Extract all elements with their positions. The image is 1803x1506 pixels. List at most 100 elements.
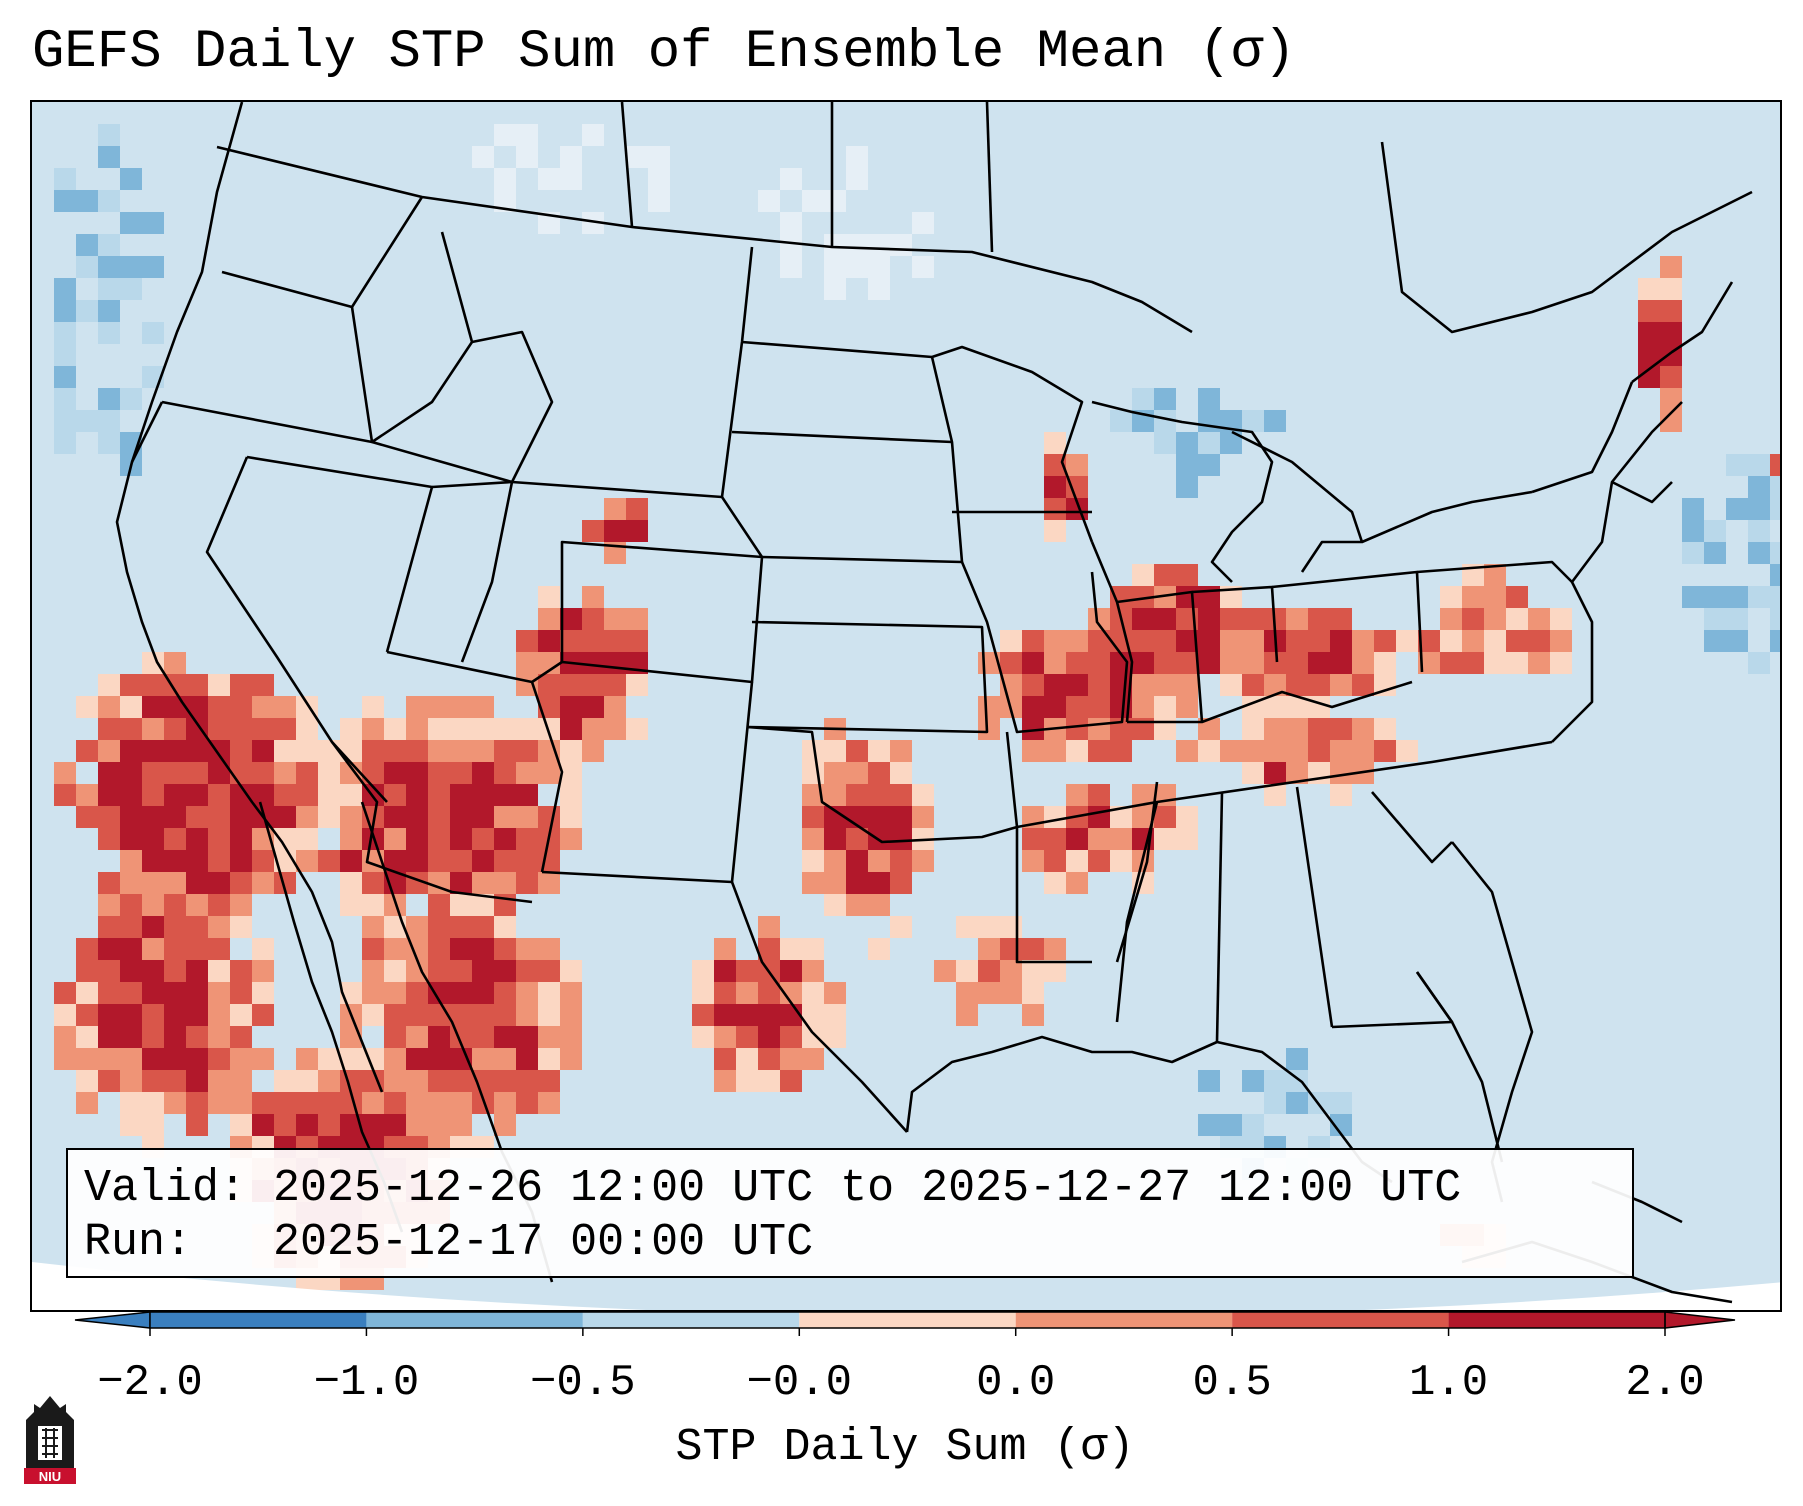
stp-cell — [1682, 586, 1704, 608]
stp-cell — [758, 916, 780, 938]
stp-cell — [230, 916, 252, 938]
stp-cell — [846, 784, 868, 806]
stp-cell — [780, 212, 802, 234]
stp-cell — [1154, 674, 1176, 696]
stp-cell — [450, 784, 472, 806]
stp-cell — [98, 784, 120, 806]
stp-cell — [450, 938, 472, 960]
stp-cell — [76, 1048, 98, 1070]
stp-cell — [978, 916, 1000, 938]
stp-cell — [384, 718, 406, 740]
stp-cell — [164, 1070, 186, 1092]
stp-cell — [208, 1026, 230, 1048]
stp-cell — [780, 1070, 802, 1092]
stp-cell — [54, 1048, 76, 1070]
colorbar-segment — [1015, 1312, 1233, 1328]
stp-cell — [560, 168, 582, 190]
stp-cell — [1044, 828, 1066, 850]
stp-cell — [98, 982, 120, 1004]
stp-cell — [340, 718, 362, 740]
stp-cell — [1660, 300, 1682, 322]
stp-cell — [538, 674, 560, 696]
stp-cell — [340, 1048, 362, 1070]
stp-cell — [142, 1004, 164, 1026]
stp-cell — [142, 696, 164, 718]
stp-cell — [1132, 564, 1154, 586]
stp-cell — [560, 762, 582, 784]
stp-cell — [516, 740, 538, 762]
stp-cell — [98, 190, 120, 212]
stp-cell — [120, 740, 142, 762]
stp-cell — [1704, 520, 1726, 542]
stp-cell — [54, 168, 76, 190]
stp-cell — [1154, 828, 1176, 850]
stp-cell — [1418, 652, 1440, 674]
stp-cell — [186, 828, 208, 850]
stp-cell — [538, 982, 560, 1004]
stp-cell — [142, 784, 164, 806]
stp-cell — [428, 960, 450, 982]
colorbar-label: STP Daily Sum (σ) — [675, 1422, 1135, 1473]
stp-cell — [450, 960, 472, 982]
stp-cell — [1022, 850, 1044, 872]
stp-cell — [384, 850, 406, 872]
stp-cell — [186, 1092, 208, 1114]
stp-cell — [142, 982, 164, 1004]
stp-cell — [1198, 718, 1220, 740]
stp-cell — [428, 718, 450, 740]
stp-cell — [1066, 872, 1088, 894]
stp-cell — [406, 1092, 428, 1114]
stp-cell — [1506, 630, 1528, 652]
stp-cell — [142, 1092, 164, 1114]
stp-cell — [164, 960, 186, 982]
stp-cell — [1286, 674, 1308, 696]
stp-cell — [1330, 1092, 1352, 1114]
stp-cell — [736, 1026, 758, 1048]
map-panel — [30, 100, 1782, 1312]
stp-cell — [1242, 718, 1264, 740]
stp-cell — [450, 850, 472, 872]
stp-cell — [538, 212, 560, 234]
stp-cell — [472, 850, 494, 872]
stp-cell — [120, 674, 142, 696]
stp-cell — [186, 960, 208, 982]
stp-cell — [978, 938, 1000, 960]
stp-cell — [1176, 740, 1198, 762]
stp-cell — [1000, 938, 1022, 960]
stp-cell — [802, 982, 824, 1004]
stp-cell — [1154, 432, 1176, 454]
stp-cell — [472, 740, 494, 762]
stp-cell — [230, 982, 252, 1004]
stp-cell — [912, 784, 934, 806]
stp-cell — [1330, 762, 1352, 784]
stp-cell — [516, 850, 538, 872]
stp-cell — [1022, 982, 1044, 1004]
stp-cell — [142, 762, 164, 784]
stp-cell — [824, 1004, 846, 1026]
colorbar-extend-low — [74, 1311, 151, 1329]
stp-cell — [802, 762, 824, 784]
stp-cell — [494, 850, 516, 872]
stp-cell — [120, 212, 142, 234]
stp-cell — [1154, 630, 1176, 652]
stp-cell — [362, 1114, 384, 1136]
stp-cell — [428, 806, 450, 828]
stp-cell — [296, 740, 318, 762]
stp-cell — [98, 828, 120, 850]
stp-cell — [120, 1004, 142, 1026]
stp-cell — [252, 674, 274, 696]
stp-cell — [406, 1070, 428, 1092]
stp-cell — [846, 872, 868, 894]
stp-cell — [868, 784, 890, 806]
stp-cell — [362, 1004, 384, 1026]
stp-cell — [604, 718, 626, 740]
stp-cell — [472, 718, 494, 740]
stp-cell — [208, 718, 230, 740]
stp-cell — [604, 630, 626, 652]
stp-cell — [758, 1070, 780, 1092]
stp-cell — [208, 784, 230, 806]
stp-cell — [868, 278, 890, 300]
stp-cell — [626, 674, 648, 696]
stp-cell — [1066, 740, 1088, 762]
stp-cell — [1330, 608, 1352, 630]
